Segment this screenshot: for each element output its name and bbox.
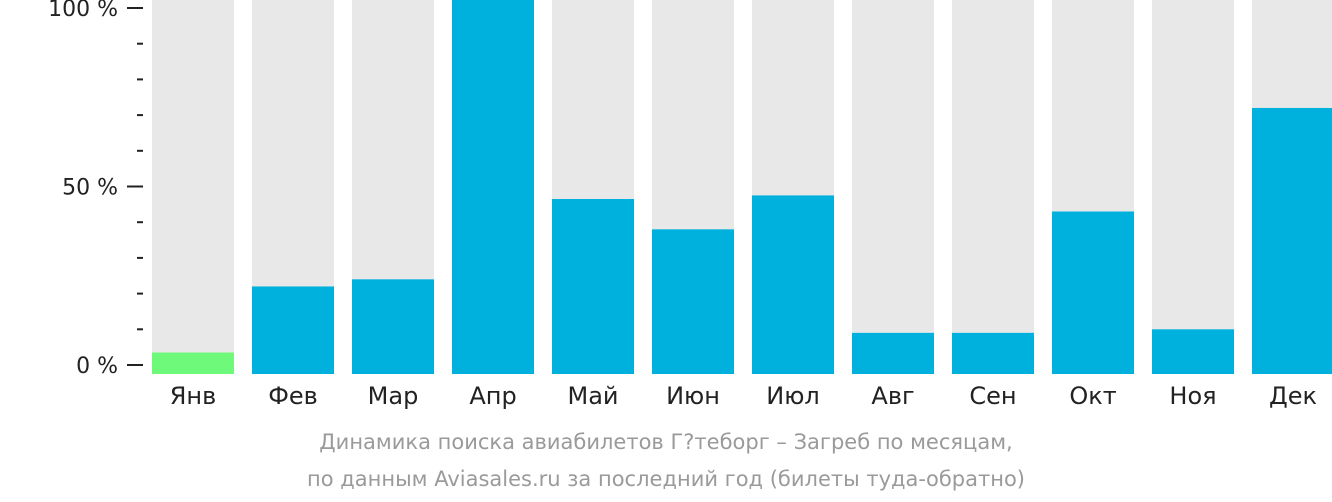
y-tick-label: 100 % <box>48 0 118 22</box>
x-axis-labels: Янв Фев Мар Апр Май Июн Июл Авг Сен Окт Ноя Дек <box>170 382 1317 410</box>
bar <box>152 352 234 374</box>
y-axis: 0 % 50 % 100 % <box>48 0 143 379</box>
x-tick-label: Июн <box>666 382 720 410</box>
x-tick-label: Апр <box>469 382 516 410</box>
bar-chart: 0 % 50 % 100 % Янв Фев Мар Апр Май Июн Июл Авг Сен… <box>48 0 1332 410</box>
bar <box>852 332 934 374</box>
chart-caption-line-2: по данным Aviasales.ru за последний год … <box>307 467 1025 491</box>
x-tick-label: Дек <box>1269 382 1317 410</box>
y-tick-label: 50 % <box>62 176 118 201</box>
bar <box>1052 211 1134 374</box>
bar <box>252 286 334 374</box>
x-tick-label: Сен <box>969 382 1016 410</box>
bar-track <box>952 0 1034 374</box>
x-tick-label: Июл <box>766 382 820 410</box>
x-tick-label: Ноя <box>1169 382 1216 410</box>
bar <box>1152 329 1234 374</box>
bar <box>352 279 434 374</box>
bar <box>752 195 834 374</box>
x-tick-label: Янв <box>170 382 217 410</box>
x-tick-label: Май <box>567 382 618 410</box>
bar <box>652 229 734 374</box>
chart-caption-line-1: Динамика поиска авиабилетов Г?теборг – З… <box>319 430 1013 454</box>
bar <box>1252 107 1332 375</box>
x-tick-label: Окт <box>1069 382 1116 410</box>
x-tick-label: Авг <box>871 382 914 410</box>
bar <box>452 0 534 374</box>
bar <box>952 332 1034 374</box>
x-tick-label: Фев <box>268 382 318 410</box>
bars <box>152 0 1332 375</box>
x-tick-label: Мар <box>368 382 419 410</box>
y-tick-label: 0 % <box>76 354 118 379</box>
bar <box>552 198 634 374</box>
bar-track <box>152 0 234 374</box>
bar-track <box>1152 0 1234 374</box>
bar-track <box>852 0 934 374</box>
